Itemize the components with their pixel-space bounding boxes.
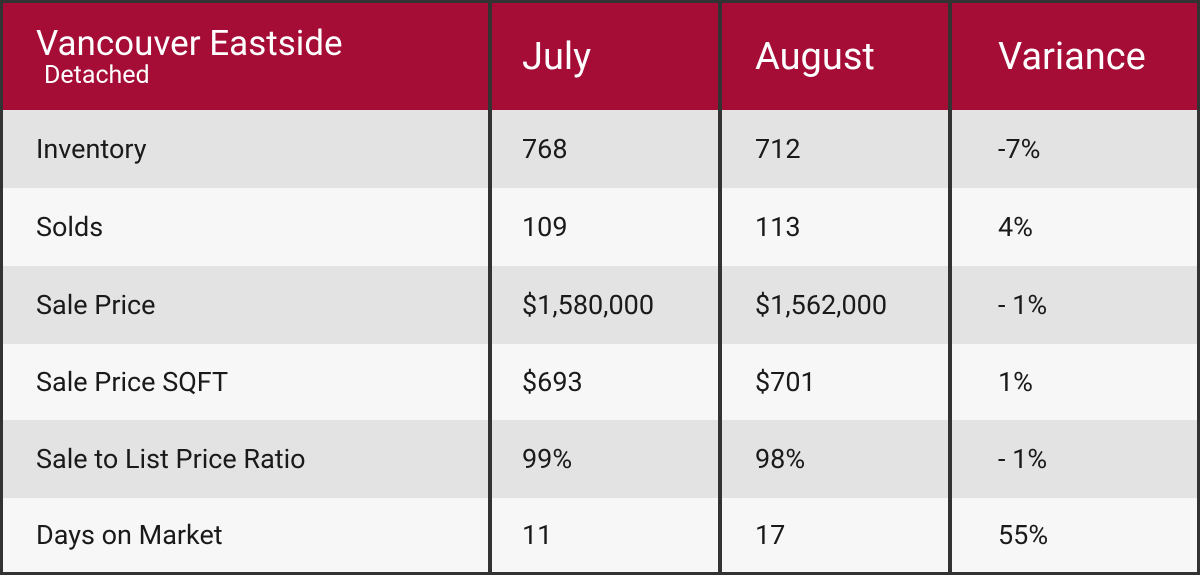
table-cell: 1% bbox=[952, 344, 1197, 420]
header-cell: Vancouver Eastside Detached bbox=[3, 3, 488, 110]
table-cell: - 1% bbox=[952, 266, 1197, 344]
table-title: Vancouver Eastside bbox=[36, 22, 343, 64]
table-subtitle: Detached bbox=[44, 60, 150, 90]
table-cell: 4% bbox=[952, 188, 1197, 266]
row-label: Inventory bbox=[3, 110, 488, 188]
table-cell: 768 bbox=[492, 110, 718, 188]
column-header: August bbox=[722, 3, 948, 110]
table-cell: $701 bbox=[722, 344, 948, 420]
table-cell: 17 bbox=[722, 498, 948, 572]
table-cell: $693 bbox=[492, 344, 718, 420]
table-cell: - 1% bbox=[952, 420, 1197, 498]
row-label: Sale Price bbox=[3, 266, 488, 344]
table-cell: 113 bbox=[722, 188, 948, 266]
table-cell: 55% bbox=[952, 498, 1197, 572]
table-cell: 98% bbox=[722, 420, 948, 498]
row-label: Sale Price SQFT bbox=[3, 344, 488, 420]
table-cell: 109 bbox=[492, 188, 718, 266]
row-label: Solds bbox=[3, 188, 488, 266]
column-header: July bbox=[492, 3, 718, 110]
row-label: Sale to List Price Ratio bbox=[3, 420, 488, 498]
table-cell: 99% bbox=[492, 420, 718, 498]
table-cell: 11 bbox=[492, 498, 718, 572]
table-cell: -7% bbox=[952, 110, 1197, 188]
table-cell: 712 bbox=[722, 110, 948, 188]
row-label: Days on Market bbox=[3, 498, 488, 572]
table-cell: $1,562,000 bbox=[722, 266, 948, 344]
column-header: Variance bbox=[952, 3, 1197, 110]
table-cell: $1,580,000 bbox=[492, 266, 718, 344]
